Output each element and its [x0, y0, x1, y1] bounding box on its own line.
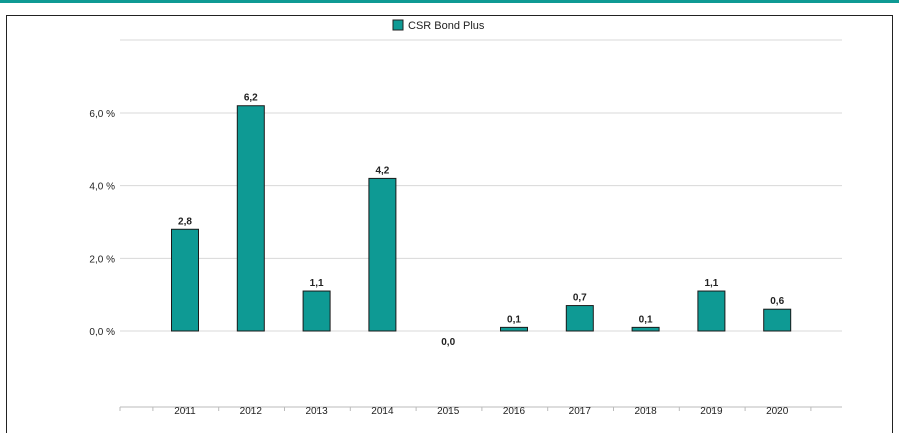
- bar: [236, 105, 265, 332]
- top-accent-rule: [0, 0, 899, 3]
- x-tick-label: 2014: [371, 406, 394, 417]
- bars: [171, 105, 792, 332]
- x-tick-label: 2017: [569, 406, 592, 417]
- frame-left-border: [6, 16, 7, 433]
- bar: [500, 326, 528, 332]
- bar-value-label: 6,2: [244, 93, 258, 104]
- bar: [763, 308, 792, 332]
- legend: CSR Bond Plus: [392, 19, 485, 32]
- bar-value-label: 0,1: [639, 314, 653, 325]
- bar: [697, 290, 726, 332]
- bar: [368, 177, 397, 332]
- bar-value-label: 4,2: [375, 165, 389, 176]
- legend-label: CSR Bond Plus: [408, 20, 485, 32]
- bar-value-label: 0,7: [573, 293, 587, 304]
- bar-value-label: 0,1: [507, 314, 521, 325]
- bar-value-label: 2,8: [178, 216, 192, 227]
- bar-labels: 2,8 6,2 1,1 4,2 0,0 0,1 0,7 0,1 1,1 0,6: [178, 93, 785, 348]
- bar: [565, 305, 594, 332]
- x-tick-label: 2018: [634, 406, 657, 417]
- frame-right-border: [892, 16, 893, 433]
- x-tick-label: 2020: [766, 406, 789, 417]
- grid-lines: [120, 39, 842, 332]
- bar-value-label: 0,0: [441, 337, 455, 348]
- y-tick-label: 2,0 %: [89, 254, 115, 265]
- bar: [631, 326, 660, 332]
- bar: [302, 290, 331, 332]
- x-tick-label: 2012: [240, 406, 263, 417]
- x-axis: 2011 2012 2013 2014 2015 2016 2017 2018 2019 2020: [119, 406, 842, 417]
- bar-value-label: 0,6: [770, 296, 784, 307]
- x-tick-label: 2016: [503, 406, 526, 417]
- legend-swatch: [392, 19, 404, 31]
- bar-value-label: 1,1: [310, 278, 324, 289]
- y-tick-label: 6,0 %: [89, 109, 115, 120]
- y-tick-label: 4,0 %: [89, 182, 115, 193]
- x-tick-label: 2019: [700, 406, 723, 417]
- y-axis-ticks: 0,0 % 2,0 % 4,0 % 6,0 %: [89, 109, 115, 338]
- y-tick-label: 0,0 %: [89, 327, 115, 338]
- frame-top-border: [6, 15, 893, 16]
- x-tick-label: 2011: [174, 406, 196, 417]
- x-tick-label: 2015: [437, 406, 460, 417]
- x-tick-label: 2013: [305, 406, 328, 417]
- bar: [171, 228, 199, 332]
- bar-value-label: 1,1: [704, 278, 718, 289]
